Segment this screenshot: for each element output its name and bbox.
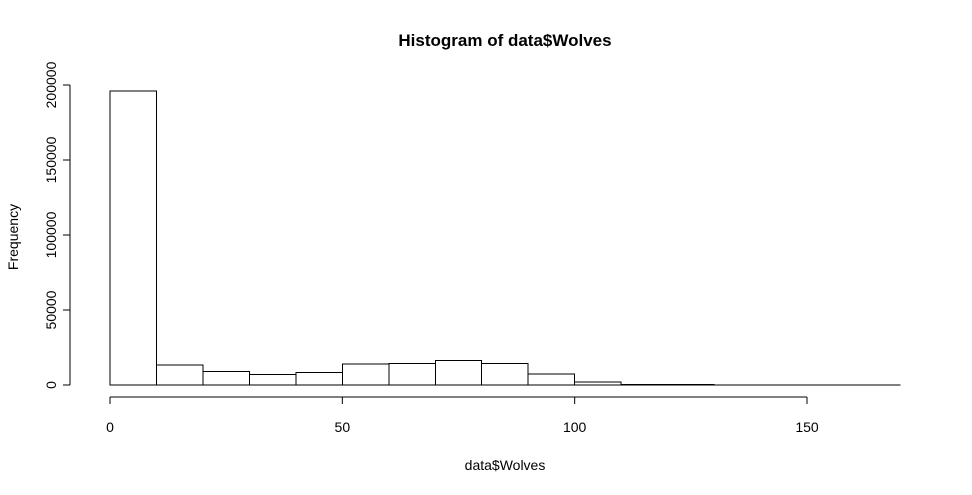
x-tick-label: 150 — [795, 419, 819, 435]
y-axis: 0 50000 100000 150000 200000 — [43, 61, 71, 389]
histogram-bar — [574, 381, 622, 386]
histogram-bar — [434, 359, 483, 386]
x-tick-label: 50 — [335, 419, 351, 435]
histogram-bar — [109, 90, 157, 386]
histogram-bar — [155, 364, 204, 386]
y-tick-label: 50000 — [43, 290, 59, 329]
y-axis-label: Frequency — [5, 204, 21, 270]
x-axis: 0 50 100 150 — [106, 396, 819, 435]
y-tick-label: 150000 — [43, 136, 59, 183]
y-tick-label: 200000 — [43, 61, 59, 108]
histogram-bar — [202, 371, 250, 386]
y-tick-label: 100000 — [43, 211, 59, 258]
histogram-bar — [620, 383, 669, 386]
histogram-bars — [109, 90, 901, 386]
histogram-bar — [388, 362, 436, 386]
histogram-bar — [341, 363, 390, 386]
x-axis-label: data$Wolves — [465, 457, 546, 473]
x-tick-label: 100 — [563, 419, 587, 435]
histogram-bar — [248, 374, 297, 386]
y-tick-label: 0 — [43, 381, 59, 389]
chart-title: Histogram of data$Wolves — [398, 31, 611, 50]
x-tick-label: 0 — [106, 419, 114, 435]
histogram-bar — [481, 362, 529, 386]
histogram-bar — [295, 371, 343, 386]
histogram-bar — [527, 373, 576, 386]
